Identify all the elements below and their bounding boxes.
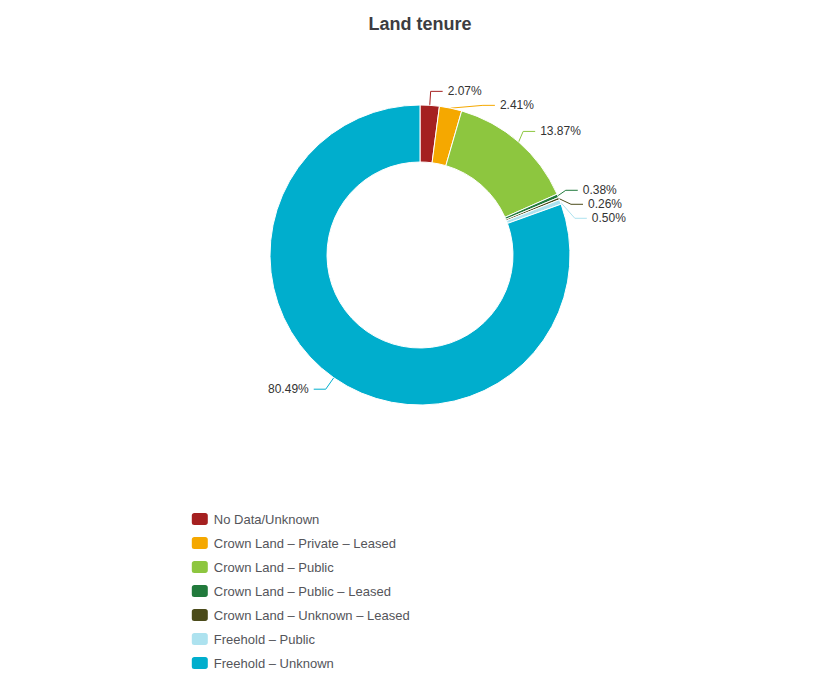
svg-text:80.49%: 80.49% (268, 382, 309, 396)
svg-text:0.26%: 0.26% (588, 197, 622, 211)
svg-text:0.38%: 0.38% (583, 183, 617, 197)
svg-text:Freehold – Public: Freehold – Public (214, 632, 316, 647)
svg-text:Crown Land – Unknown – Leased: Crown Land – Unknown – Leased (214, 608, 410, 623)
svg-text:Crown Land – Public: Crown Land – Public (214, 560, 334, 575)
svg-text:13.87%: 13.87% (540, 124, 581, 138)
svg-text:Land tenure: Land tenure (368, 14, 471, 34)
svg-text:2.07%: 2.07% (448, 84, 482, 98)
svg-text:Crown Land – Private – Leased: Crown Land – Private – Leased (214, 536, 396, 551)
svg-text:0.50%: 0.50% (592, 211, 626, 225)
svg-text:2.41%: 2.41% (500, 98, 534, 112)
svg-text:Crown Land – Public – Leased: Crown Land – Public – Leased (214, 584, 391, 599)
svg-text:No Data/Unknown: No Data/Unknown (214, 512, 319, 527)
svg-text:Freehold – Unknown: Freehold – Unknown (214, 656, 334, 671)
